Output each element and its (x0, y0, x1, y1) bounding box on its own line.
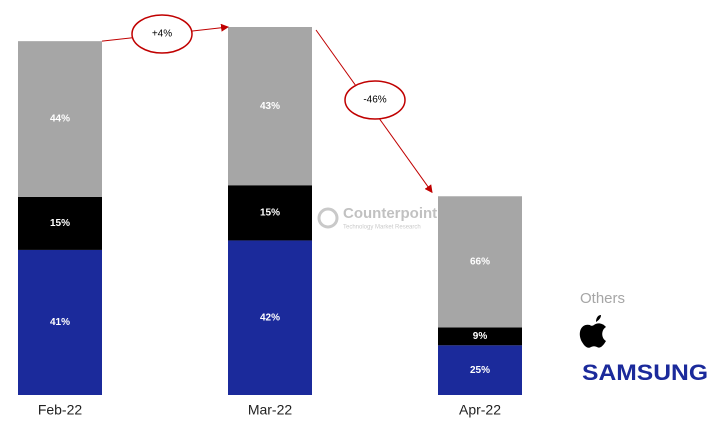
x-tick-label: Feb-22 (38, 402, 83, 418)
bar-segment (438, 345, 522, 395)
legend-label: SAMSUNG (582, 360, 708, 385)
bar-segment (18, 196, 102, 250)
data-label: 44% (50, 114, 70, 125)
data-label: 25% (470, 365, 490, 376)
watermark: Counterpoint Technology Market Research (317, 205, 437, 231)
bar-segment (438, 196, 522, 328)
bar-segment (228, 240, 312, 395)
x-tick-label: Mar-22 (248, 402, 293, 418)
data-label: 41% (50, 317, 70, 328)
change-ellipse (131, 14, 193, 54)
x-tick-label: Apr-22 (459, 402, 501, 418)
bar-segment (18, 249, 102, 395)
watermark-subtitle: Technology Market Research (343, 225, 421, 231)
bar-segment (228, 185, 312, 241)
data-label: 15% (260, 207, 280, 218)
data-label: 43% (260, 101, 280, 112)
change-label: -46% (363, 95, 386, 106)
change-ellipse (344, 80, 406, 120)
bar-segment (18, 41, 102, 197)
data-label: 42% (260, 312, 280, 323)
data-label: 66% (470, 256, 490, 267)
data-label: 9% (473, 331, 488, 342)
change-label: +4% (152, 29, 172, 40)
legend-label: Others (580, 290, 625, 307)
bar-segment (438, 327, 522, 346)
watermark-title: Counterpoint (343, 205, 437, 222)
watermark-logo (317, 207, 339, 229)
data-label: 15% (50, 218, 70, 229)
apple-logo (579, 315, 606, 348)
bar-segment (228, 27, 312, 186)
